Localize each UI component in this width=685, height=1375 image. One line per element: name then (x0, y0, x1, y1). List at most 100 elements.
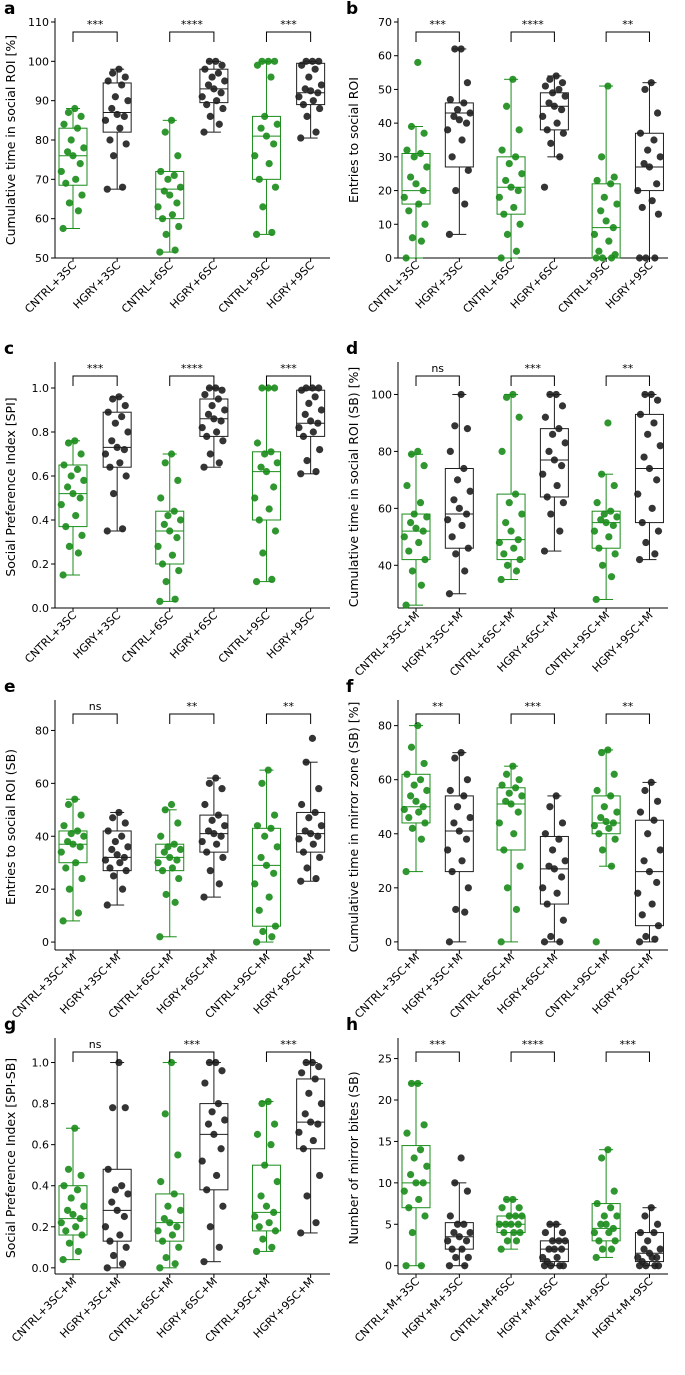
data-point (161, 1110, 169, 1118)
data-point (104, 77, 112, 85)
data-point (303, 457, 311, 465)
data-point (505, 789, 513, 797)
data-point (460, 99, 468, 107)
sig-label: **** (522, 18, 545, 31)
data-point (317, 1099, 326, 1108)
data-point (214, 1099, 222, 1108)
data-point (303, 864, 311, 872)
box-iqr (539, 428, 569, 498)
data-point (208, 1108, 216, 1116)
data-point (251, 1212, 259, 1221)
data-point (64, 148, 72, 156)
data-point (502, 797, 510, 805)
data-point (444, 126, 452, 134)
data-point (201, 1079, 209, 1087)
data-point (315, 785, 323, 793)
data-point (514, 186, 522, 195)
data-point (69, 152, 77, 160)
data-point (634, 889, 642, 897)
box-HGRY+6SC+M (539, 792, 569, 946)
data-point (647, 390, 655, 399)
data-point (161, 459, 169, 467)
data-point (448, 533, 456, 541)
data-point (315, 57, 323, 65)
data-point (598, 153, 606, 161)
y-tick-label: 60 (378, 502, 392, 515)
data-point (258, 384, 266, 392)
data-point (314, 419, 322, 427)
sig-bracket (265, 713, 312, 724)
data-point (77, 1171, 85, 1180)
data-point (252, 1247, 261, 1256)
data-point (421, 1212, 429, 1220)
data-point (161, 128, 169, 136)
box-CNTRL+6SC+M (154, 800, 185, 941)
box-HGRY+9SC+M (295, 734, 326, 885)
data-point (613, 200, 621, 208)
data-point (267, 73, 275, 81)
data-point (647, 778, 655, 786)
data-point (302, 384, 310, 392)
data-point (210, 415, 218, 423)
data-point (198, 1157, 206, 1165)
data-point (415, 808, 423, 816)
data-point (72, 1223, 80, 1231)
data-point (597, 1220, 605, 1228)
data-point (611, 835, 619, 843)
data-point (204, 410, 213, 418)
data-point (445, 1262, 454, 1270)
data-point (559, 129, 568, 137)
data-point (80, 1202, 88, 1210)
data-point (446, 95, 454, 104)
data-point (316, 853, 324, 862)
panel-g: g 0.0 0.2 0.4 0.6 0.8 1.0 Social Preference Ind… (3, 1015, 330, 1345)
data-point (609, 1224, 617, 1233)
data-point (402, 868, 410, 876)
data-point (77, 112, 85, 120)
data-point (446, 786, 454, 795)
data-point (219, 1202, 227, 1210)
data-point (410, 510, 418, 518)
data-point (206, 450, 214, 458)
data-point (417, 835, 425, 843)
data-point (444, 846, 452, 854)
data-point (299, 1145, 308, 1153)
y-tick-label: 0 (385, 936, 392, 949)
data-point (653, 180, 661, 188)
data-point (417, 1262, 425, 1270)
data-point (69, 490, 77, 498)
data-point (511, 490, 520, 498)
data-point (555, 85, 563, 94)
y-tick-label: 90 (35, 95, 49, 108)
data-point (636, 808, 645, 816)
data-point (297, 134, 305, 142)
data-point (466, 487, 474, 495)
data-point (558, 462, 566, 470)
data-point (552, 72, 560, 80)
data-point (403, 770, 411, 778)
panel-letter: a (4, 0, 15, 19)
data-point (111, 419, 119, 427)
data-point (124, 1190, 132, 1198)
data-point (421, 819, 429, 827)
data-point (503, 561, 512, 569)
data-point (118, 525, 127, 533)
data-point (257, 124, 265, 132)
data-point (653, 1220, 662, 1228)
data-point (515, 413, 523, 421)
data-point (556, 153, 564, 161)
data-point (463, 776, 472, 784)
data-point (607, 507, 615, 515)
box-HGRY+6SC (198, 57, 229, 136)
data-point (213, 428, 221, 436)
y-tick-label: 0.4 (32, 1180, 50, 1193)
box-iqr (251, 827, 281, 927)
data-point (498, 447, 506, 456)
data-point (295, 1128, 303, 1136)
data-point (80, 832, 88, 840)
box-HGRY+9SC (295, 57, 326, 142)
data-point (405, 813, 413, 822)
data-point (541, 413, 550, 421)
data-point (502, 1195, 511, 1204)
data-point (156, 248, 164, 256)
